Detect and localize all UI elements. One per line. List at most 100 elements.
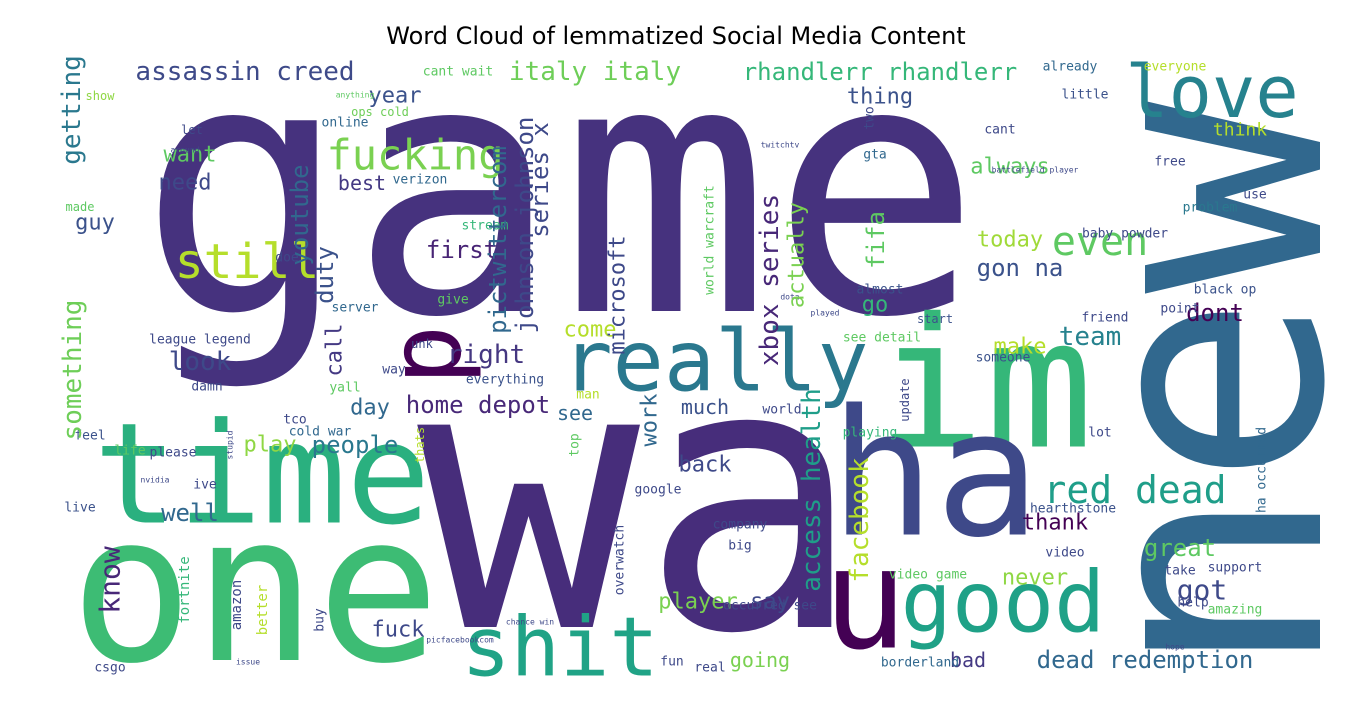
- word: best: [338, 171, 386, 195]
- word: p: [367, 325, 484, 385]
- word: fucking: [326, 131, 503, 180]
- word: never: [1002, 566, 1068, 591]
- word: cant wait: [423, 65, 493, 80]
- word: back: [679, 453, 732, 478]
- word: lot: [1088, 426, 1111, 441]
- word: use: [1243, 188, 1267, 203]
- word: played: [811, 309, 840, 318]
- word: rhandlerr rhandlerr: [743, 58, 1018, 86]
- word: world warcraft: [703, 185, 718, 295]
- word: nvidia: [141, 476, 170, 485]
- word: one: [70, 471, 440, 704]
- word: ha occurred: [1255, 427, 1270, 513]
- word: thing: [847, 85, 913, 110]
- word: player: [658, 590, 737, 615]
- word: life: [114, 444, 145, 459]
- word: got: [1177, 574, 1228, 607]
- word: much: [681, 395, 729, 419]
- word: feel: [74, 429, 105, 444]
- word: unk: [411, 337, 433, 351]
- word: johnson johnson: [511, 117, 539, 334]
- word: actually: [785, 202, 810, 308]
- word: right: [447, 340, 525, 370]
- word: cold war: [289, 425, 352, 440]
- word: facebook: [845, 457, 875, 583]
- word: amazing: [1208, 603, 1263, 618]
- word: new: [1024, 99, 1352, 679]
- word: give: [437, 293, 468, 308]
- word: ive: [193, 478, 217, 493]
- word: im: [877, 281, 1094, 490]
- word: well: [161, 499, 219, 527]
- word: top: [568, 433, 583, 457]
- word: overwatch: [613, 525, 628, 595]
- word: two: [863, 106, 878, 129]
- word: problem: [1183, 201, 1238, 216]
- word: really: [561, 313, 868, 412]
- word: game: [139, 0, 982, 394]
- word: server: [332, 301, 379, 316]
- word: issue: [236, 658, 260, 667]
- word: little: [1062, 88, 1109, 103]
- word: live: [64, 501, 95, 516]
- word: chance win: [506, 618, 554, 627]
- word: even: [1052, 219, 1148, 265]
- word: ops cold: [351, 105, 409, 119]
- word: getting: [57, 55, 87, 165]
- word: going: [730, 648, 790, 672]
- word: good: [901, 554, 1106, 653]
- word: start: [917, 312, 953, 326]
- word: fortnite: [177, 556, 193, 623]
- word: online: [322, 116, 369, 131]
- word: stream: [462, 219, 509, 234]
- word: help: [1177, 596, 1208, 611]
- word: make: [994, 335, 1047, 360]
- word: support: [1208, 561, 1263, 576]
- word: update: [898, 378, 912, 421]
- word: doe: [275, 251, 299, 266]
- word: people: [312, 431, 399, 459]
- word: bad: [950, 648, 986, 672]
- word: dota: [780, 293, 799, 302]
- word: today: [977, 228, 1043, 253]
- word: yall: [329, 381, 360, 396]
- word: video: [1045, 546, 1084, 561]
- word: way: [382, 363, 406, 378]
- word: damn: [191, 380, 222, 395]
- word: battlefield player: [992, 166, 1079, 175]
- word: microsoft: [606, 235, 631, 354]
- word: point: [1160, 302, 1199, 317]
- word: dont: [1186, 299, 1244, 327]
- word: xbox series: [755, 194, 785, 366]
- word: go: [862, 293, 889, 318]
- word: buy: [313, 608, 328, 632]
- word: show: [86, 89, 116, 103]
- word: hearthstone: [1030, 502, 1116, 517]
- word: gta: [863, 148, 886, 163]
- word: first: [426, 236, 498, 264]
- word: team: [1059, 322, 1122, 352]
- word: fifa: [862, 211, 890, 269]
- word: assassin creed: [135, 57, 354, 87]
- word: verizon: [393, 173, 448, 188]
- word: red dead: [1043, 468, 1226, 512]
- word: work: [638, 394, 663, 447]
- word: thank: [1022, 511, 1088, 536]
- word: always: [970, 155, 1049, 180]
- word: want: [164, 143, 217, 168]
- word: take: [1164, 564, 1195, 579]
- word: pictwittercom: [484, 146, 512, 334]
- word: italy italy: [509, 57, 681, 87]
- word: say: [750, 590, 790, 615]
- word: video game: [889, 568, 967, 583]
- word: better: [255, 585, 271, 636]
- word: twitchtv: [761, 141, 800, 150]
- word: black op: [1194, 283, 1257, 298]
- word: everyone: [1144, 60, 1207, 75]
- word: occurred see: [723, 599, 817, 614]
- word: world: [762, 403, 801, 418]
- word: man: [576, 388, 599, 403]
- word: come: [564, 318, 617, 343]
- word: love: [1125, 50, 1298, 134]
- word: free: [1154, 155, 1185, 170]
